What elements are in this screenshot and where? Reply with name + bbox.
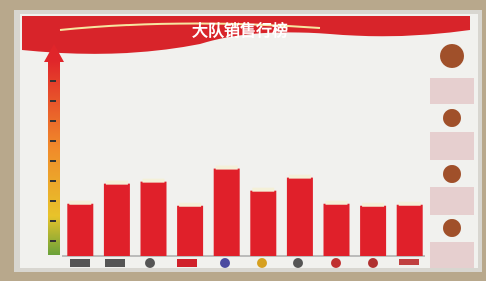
chart-title: 大队销售行榜 [192, 21, 288, 40]
bar-cap [326, 201, 348, 205]
bar [324, 204, 350, 256]
bar-cap [216, 166, 238, 170]
bar [104, 184, 130, 256]
bar-cap [252, 188, 274, 192]
bar [287, 178, 313, 256]
bar-cap [399, 202, 421, 206]
bar [214, 169, 240, 256]
bar-cap [362, 203, 384, 207]
bar [141, 182, 167, 256]
bar-cap [106, 181, 128, 185]
page: 大队销售行榜 (() => { const data = JSON.parse(… [0, 0, 486, 281]
bar [67, 204, 93, 256]
photo: 大队销售行榜 [0, 0, 486, 281]
bar-cap [69, 201, 91, 205]
bar-cap [289, 175, 311, 179]
scale-bar [48, 60, 60, 255]
bar-cap [179, 203, 201, 207]
bar [397, 205, 423, 256]
bar [177, 206, 203, 256]
bar-cap [143, 179, 165, 183]
bar [250, 191, 276, 256]
bar [360, 206, 386, 256]
